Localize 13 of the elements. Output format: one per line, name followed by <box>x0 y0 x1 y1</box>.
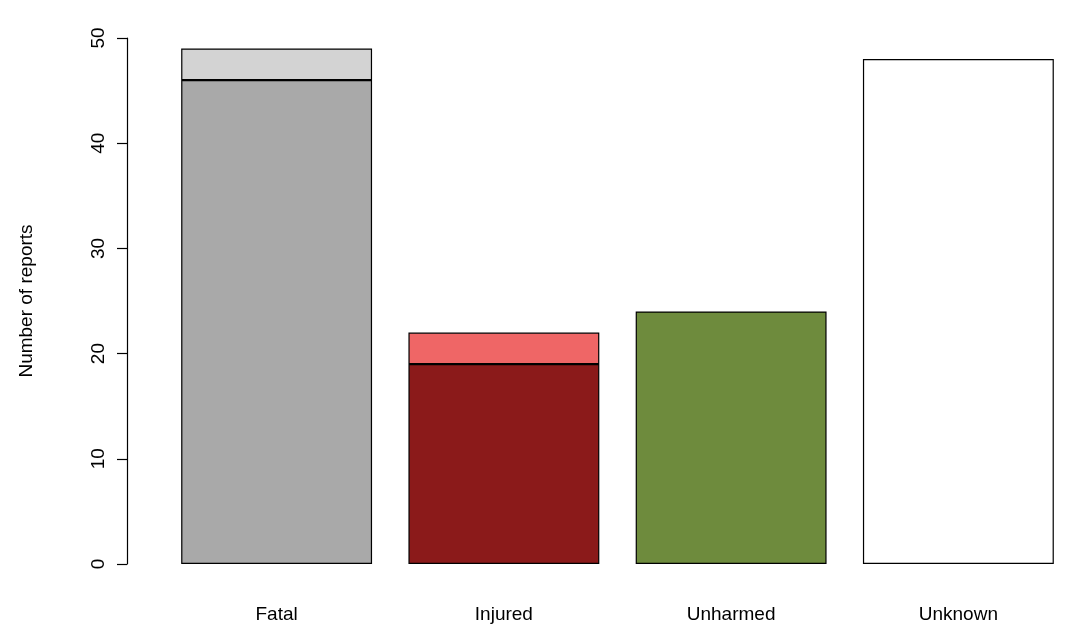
x-tick-label: Unharmed <box>686 603 776 624</box>
y-tick-label: 20 <box>87 343 108 365</box>
y-tick-label: 0 <box>87 558 108 570</box>
x-tick-label: Unknown <box>918 603 998 624</box>
y-tick-label: 30 <box>87 237 108 259</box>
y-tick-label: 50 <box>87 27 108 49</box>
y-tick-label: 10 <box>87 448 108 470</box>
x-tick-label: Fatal <box>255 603 298 624</box>
x-tick-label: Injured <box>474 603 533 624</box>
y-axis-title: Number of reports <box>15 224 36 378</box>
bar <box>862 59 1054 564</box>
y-tick-label: 40 <box>87 132 108 154</box>
bar <box>635 311 827 564</box>
